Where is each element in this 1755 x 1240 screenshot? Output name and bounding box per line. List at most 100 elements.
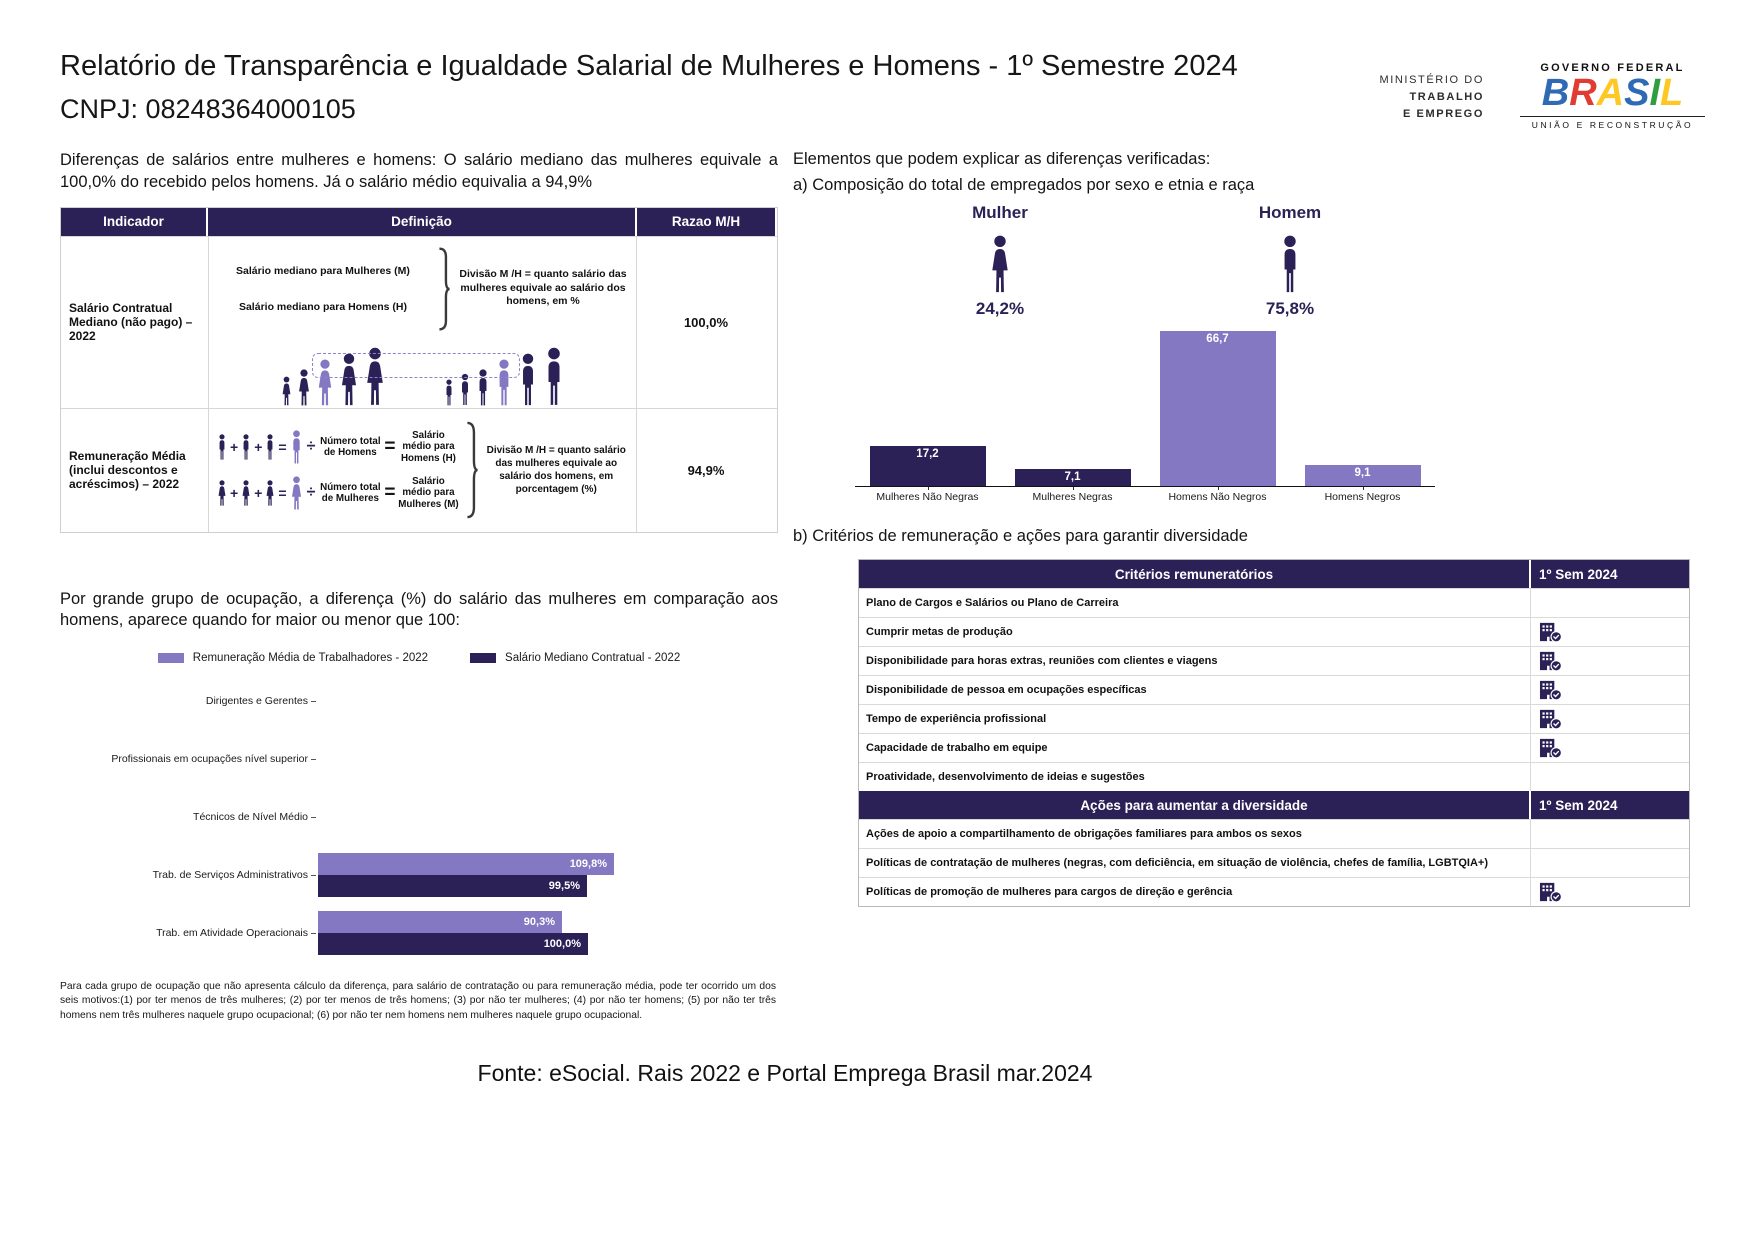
occupation-bar-chart: Dirigentes e Gerentes Profissionais em o… [60, 672, 778, 962]
brace-icon [465, 421, 478, 519]
legend-label: Remuneração Média de Trabalhadores - 202… [192, 652, 429, 665]
definition-cell: Salário mediano para Mulheres (M) Salári… [208, 236, 637, 408]
median-women-label: Salário mediano para Mulheres (M) [236, 264, 410, 277]
crowd-graphic [217, 340, 628, 406]
median-men-label: Salário mediano para Homens (H) [238, 300, 408, 313]
table-row: Ações de apoio a compartilhamento de obr… [859, 819, 1689, 848]
table-row: Plano de Cargos e Salários ou Plano de C… [859, 588, 1689, 617]
highlight-box [312, 352, 520, 378]
table-row: Disponibilidade para horas extras, reuni… [859, 646, 1689, 675]
men-average-label: Salário médio para Homens (H) [400, 430, 456, 464]
woman-icon [241, 480, 251, 506]
brace-icon [437, 247, 450, 331]
table-row: Políticas de promoção de mulheres para c… [859, 877, 1689, 906]
category-label: Mulheres Negras [1000, 487, 1145, 503]
period-header: 1º Sem 2024 [1529, 791, 1689, 819]
ministry-line3: E EMPREGO [1402, 108, 1484, 121]
building-check-icon [1538, 708, 1563, 730]
bar-value: 66,7 [1206, 333, 1229, 345]
building-check-icon [1538, 881, 1563, 903]
table-row: Disponibilidade de pessoa em ocupações e… [859, 675, 1689, 704]
source-line: Fonte: eSocial. Rais 2022 e Portal Empre… [477, 1060, 1093, 1086]
col-header-indicador: Indicador [61, 207, 208, 236]
building-check-icon [1538, 737, 1563, 759]
female-icon [989, 235, 1011, 293]
criteria-header: Critérios remuneratórios [1114, 566, 1274, 582]
category-label: Técnicos de Nível Médio [193, 811, 308, 824]
col-header-razao: Razao M/H [637, 207, 775, 236]
category-label: Trab. de Serviços Administrativos [152, 869, 308, 882]
salary-difference-intro: Diferenças de salários entre mulheres e … [60, 151, 778, 191]
chart-row: Técnicos de Nível Médio [60, 788, 778, 846]
building-check-icon [1538, 650, 1563, 672]
bar-value: 99,5% [548, 880, 580, 893]
governo-federal-label: GOVERNO FEDERAL [1540, 62, 1685, 74]
bar-salario-mediano: 100,0% [318, 933, 588, 956]
indicator-table: Indicador Definição Razao M/H Salário Co… [60, 206, 778, 533]
homem-percentage: 75,8% [1265, 299, 1315, 318]
axis-tick [311, 816, 316, 818]
category-label: Homens Negros [1290, 487, 1435, 503]
bar-value: 90,3% [523, 916, 555, 929]
mulher-percentage: 24,2% [975, 299, 1025, 318]
mulher-label: Mulher [972, 203, 1028, 222]
definition-cell: + + = ÷ Número total de Homens = Salário… [208, 408, 637, 532]
page-cnpj: CNPJ: 08248364000105 [60, 94, 356, 124]
bar-homens-nao-negros: 66,7 [1159, 331, 1276, 486]
man-icon [543, 347, 565, 406]
women-total-label: Número total de Mulheres [320, 481, 381, 505]
category-label: Trab. em Atividade Operacionais [156, 927, 308, 940]
man-icon [444, 379, 454, 406]
bar-remuneracao-media: 109,8% [318, 853, 614, 876]
women-average-label: Salário médio para Mulheres (M) [398, 476, 459, 510]
homem-label: Homem [1258, 203, 1322, 222]
bar-mulheres-negras: 7,1 [1014, 469, 1131, 486]
table-row: Remuneração Média (inclui descontos e ac… [61, 407, 777, 532]
woman-icon [281, 376, 292, 406]
legend-label: Salário Mediano Contratual - 2022 [505, 652, 681, 665]
category-label: Mulheres Não Negras [855, 487, 1000, 503]
composition-bars: 17,2 7,1 66,7 9,1 [855, 329, 1435, 487]
legend-swatch-light [157, 653, 184, 664]
bar-value: 109,8% [569, 858, 607, 871]
man-icon [241, 434, 251, 460]
table-row: Proatividade, desenvolvimento de ideias … [859, 762, 1689, 791]
building-check-icon [1538, 621, 1563, 643]
category-label: Homens Não Negros [1145, 487, 1290, 503]
axis-tick [311, 758, 316, 760]
chart-row: Dirigentes e Gerentes [60, 672, 778, 730]
table-row: Tempo de experiência profissional [859, 704, 1689, 733]
criteria-diversity-table: Critérios remuneratórios 1º Sem 2024 Pla… [858, 559, 1690, 907]
right-column: Elementos que podem explicar as diferenç… [793, 150, 1698, 907]
axis-tick [311, 874, 316, 876]
page-title: Relatório de Transparência e Igualdade S… [60, 50, 1238, 82]
chart-legend: Remuneração Média de Trabalhadores - 202… [60, 652, 778, 664]
legend-swatch-dark [470, 653, 497, 664]
bar-salario-mediano: 99,5% [318, 875, 587, 898]
composition-chart: Mulher 24,2% Homem 75,8% 17,2 7,1 66,7 9… [793, 203, 1453, 503]
diversity-header-row: Ações para aumentar a diversidade 1º Sem… [859, 791, 1689, 819]
elements-title: Elementos que podem explicar as diferenç… [793, 150, 1211, 168]
period-header: 1º Sem 2024 [1529, 560, 1689, 588]
branding-area: MINISTÉRIO DO TRABALHO E EMPREGO GOVERNO… [1379, 62, 1705, 130]
ratio-value: 94,9% [687, 462, 725, 478]
group-homem: Homem 75,8% [1145, 203, 1435, 329]
indicator-table-header: Indicador Definição Razao M/H [61, 207, 777, 236]
women-average-formula: + + = ÷ Número total de Mulheres = Salár… [217, 476, 459, 510]
col-header-definicao: Definição [208, 207, 637, 236]
indicator-name: Remuneração Média (inclui descontos e ac… [69, 449, 186, 492]
chart-row: Trab. de Serviços Administrativos 109,8%… [60, 846, 778, 904]
woman-icon [217, 480, 227, 506]
male-icon [1279, 235, 1301, 293]
ministry-logo: MINISTÉRIO DO TRABALHO E EMPREGO [1379, 62, 1484, 123]
ministry-line1: MINISTÉRIO DO [1379, 74, 1484, 86]
division-note: Divisão M /H = quanto salário das mulher… [486, 445, 626, 496]
chart-row: Trab. em Atividade Operacionais 90,3% 10… [60, 904, 778, 962]
bar-homens-negros: 9,1 [1304, 465, 1421, 486]
brasil-logotype: BRASIL [1541, 72, 1684, 114]
category-label: Dirigentes e Gerentes [205, 695, 308, 708]
men-average-formula: + + = ÷ Número total de Homens = Salário… [217, 430, 459, 464]
section-a-title: a) Composição do total de empregados por… [793, 176, 1255, 194]
division-note: Divisão M /H = quanto salário das mulher… [459, 268, 627, 308]
